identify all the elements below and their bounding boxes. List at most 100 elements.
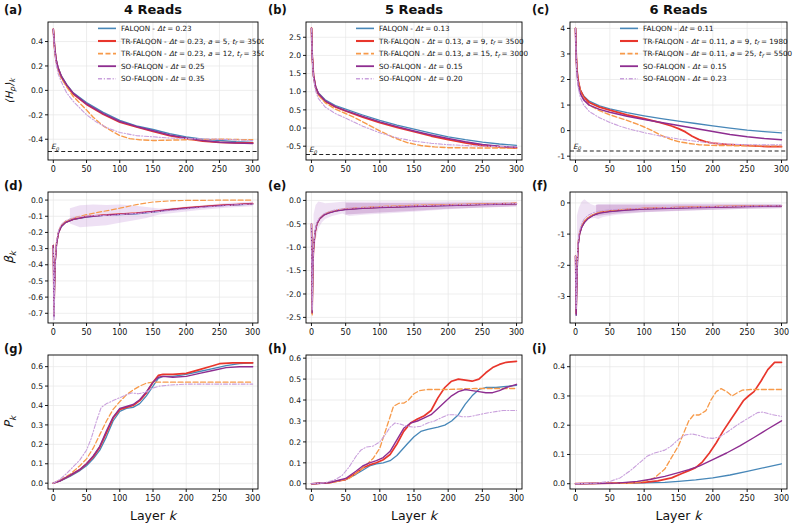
x-tick-label: 150 (406, 165, 421, 174)
x-tick-label: 150 (145, 328, 160, 337)
x-axis-label: Layer k (391, 508, 439, 523)
chart-b: E00501001502002503002.52.01.51.00.50.0-0… (264, 0, 528, 178)
chart-a: E00501001502002503000.40.20.0-0.2-0.4(a)… (0, 0, 264, 178)
y-axis-label: Pk (2, 414, 18, 428)
legend-label-tr-falqon-1: TR-FALQON - Δt = 0.23, a = 5, tf = 3500 (120, 37, 264, 47)
legend-label-tr-falqon-2: TR-FALQON - Δt = 0.23, a = 12, tf = 3500 (120, 49, 264, 59)
x-tick-label: 250 (475, 165, 490, 174)
legend-label-so-falqon-1: SO-FALQON - Δt = 0.15 (643, 62, 727, 71)
y-tick-label: -0.5 (286, 142, 301, 151)
chart-d: 0501001502002503000.0-0.1-0.2-0.3-0.4-0.… (0, 178, 264, 341)
y-tick-label: 0.5 (289, 106, 301, 115)
legend-label-tr-falqon-2: TR-FALQON - Δt = 0.13, a = 15, tf = 3000 (378, 49, 528, 59)
y-axis-label: ⟨Hp⟩k (3, 77, 17, 104)
y-tick-label: 0.5 (289, 375, 301, 384)
figure-row-3: 0501001502002503000.00.10.20.30.40.50.6(… (0, 341, 793, 529)
panel-f: 0501001502002503000-1-2-3(f) (528, 178, 793, 341)
y-tick-label: 2.5 (289, 33, 301, 42)
x-tick-label: 0 (573, 328, 578, 337)
y-tick-label: -2.0 (286, 290, 301, 299)
y-tick-label: -0.5 (286, 220, 301, 229)
x-tick-label: 0 (309, 328, 314, 337)
x-tick-label: 200 (179, 328, 194, 337)
falqon-comparison-figure: E00501001502002503000.40.20.0-0.2-0.4(a)… (0, 0, 793, 529)
y-tick-label: 0.1 (31, 459, 43, 468)
y-tick-label: 0.0 (289, 479, 301, 488)
x-tick-label: 100 (112, 328, 127, 337)
y-tick-label: -0.1 (28, 212, 43, 221)
x-tick-label: 50 (81, 494, 91, 503)
gridlines (570, 355, 787, 489)
panel-letter: (c) (532, 3, 549, 17)
x-tick-label: 50 (341, 328, 351, 337)
x-tick-label: 300 (245, 328, 260, 337)
x-tick-label: 200 (179, 165, 194, 174)
x-tick-label: 100 (372, 328, 387, 337)
y-tick-label: 0.3 (553, 392, 565, 401)
y-tick-label: 0.1 (553, 450, 565, 459)
x-tick-label: 200 (705, 328, 720, 337)
x-tick-label: 250 (475, 328, 490, 337)
x-tick-label: 300 (509, 328, 524, 337)
legend: FALQON - Δt = 0.23TR-FALQON - Δt = 0.23,… (98, 24, 264, 83)
x-tick-label: 250 (475, 494, 490, 503)
plot-(f): 0501001502002503000-1-2-3(f) (532, 179, 789, 337)
panel-letter: (i) (532, 342, 546, 356)
x-tick-label: 0 (309, 494, 314, 503)
panel-letter: (a) (4, 3, 22, 17)
y-tick-label: 0.4 (289, 396, 301, 405)
x-tick-label: 100 (637, 494, 652, 503)
legend-label-so-falqon-2: SO-FALQON - Δt = 0.23 (643, 74, 727, 83)
legend-label-falqon: FALQON - Δt = 0.11 (643, 24, 714, 33)
y-tick-label: -0.4 (28, 260, 43, 269)
y-tick-label: 0.4 (31, 401, 43, 410)
x-tick-label: 100 (112, 165, 127, 174)
x-tick-label: 100 (112, 494, 127, 503)
y-tick-label: 0.2 (31, 440, 43, 449)
x-axis-label: Layer k (655, 508, 703, 523)
x-tick-label: 150 (145, 494, 160, 503)
x-tick-label: 300 (774, 328, 789, 337)
x-tick-label: 300 (774, 494, 789, 503)
chart-i: 0501001502002503000.00.10.20.30.4(i)Laye… (528, 341, 793, 529)
x-tick-label: 300 (509, 165, 524, 174)
y-tick-label: 0 (560, 126, 565, 135)
y-tick-label: 1 (560, 101, 565, 110)
y-tick-label: -0.3 (28, 244, 43, 253)
panel-title: 6 Reads (649, 2, 707, 17)
x-tick-label: 200 (179, 494, 194, 503)
y-tick-label: 0.0 (289, 124, 301, 133)
y-tick-label: 0.2 (553, 421, 565, 430)
x-tick-label: 150 (406, 494, 421, 503)
e0-label: E0 (51, 142, 60, 152)
x-tick-label: 100 (372, 165, 387, 174)
x-tick-label: 50 (341, 494, 351, 503)
y-tick-label: -1 (557, 230, 565, 239)
x-tick-label: 200 (705, 494, 720, 503)
x-tick-label: 100 (637, 165, 652, 174)
y-tick-label: -2.5 (286, 313, 301, 322)
legend-label-so-falqon-2: SO-FALQON - Δt = 0.35 (121, 74, 205, 83)
x-tick-label: 150 (671, 494, 686, 503)
chart-g: 0501001502002503000.00.10.20.30.40.50.6(… (0, 341, 264, 529)
plot-(b): E00501001502002503002.52.01.51.00.50.0-0… (268, 2, 528, 174)
plot-(c): E005010015020025030043210-1(c)6 ReadsFAL… (532, 2, 793, 174)
y-tick-label: 1.0 (289, 87, 301, 96)
panel-b: E00501001502002503002.52.01.51.00.50.0-0… (264, 0, 528, 178)
x-tick-label: 300 (509, 494, 524, 503)
y-tick-label: 0.3 (31, 421, 43, 430)
y-tick-label: 0.0 (31, 479, 43, 488)
x-tick-label: 0 (309, 165, 314, 174)
x-tick-label: 250 (212, 494, 227, 503)
x-tick-label: 50 (605, 328, 615, 337)
legend: FALQON - Δt = 0.13 TR-FALQON - Δt = 0.13,… (356, 24, 528, 83)
legend-label-falqon: FALQON - Δt = 0.13 (379, 24, 450, 33)
x-tick-label: 150 (671, 165, 686, 174)
y-tick-label: 0.1 (289, 459, 301, 468)
y-tick-label: 0.5 (31, 382, 43, 391)
y-tick-label: 0.4 (31, 37, 43, 46)
chart-e: 0501001502002503000.0-0.5-1.0-1.5-2.0-2.… (264, 178, 528, 341)
x-tick-label: 50 (81, 328, 91, 337)
tick-labels: 0501001502002503000-1-2-3 (557, 199, 789, 337)
plot-(d): 0501001502002503000.0-0.1-0.2-0.3-0.4-0.… (2, 179, 260, 337)
